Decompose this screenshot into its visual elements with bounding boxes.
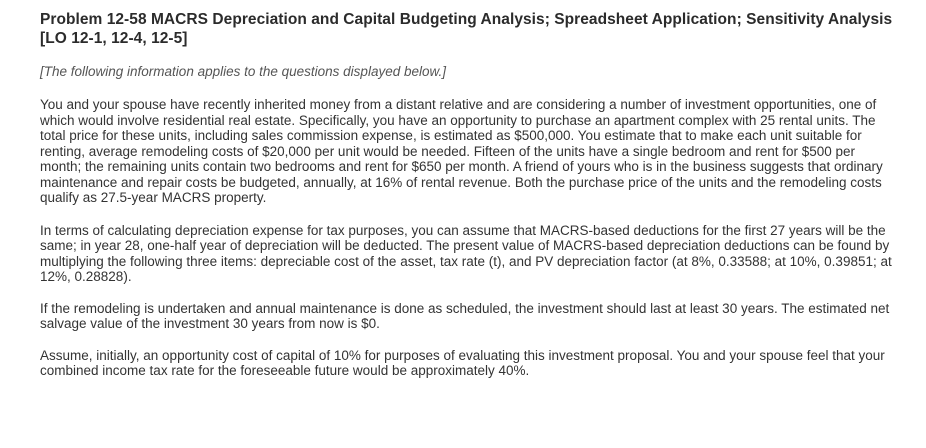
applies-note: [The following information applies to th… [40,64,446,79]
paragraph-cost-of-capital: Assume, initially, an opportunity cost o… [40,347,885,379]
problem-content: Problem 12-58 MACRS Depreciation and Cap… [40,11,893,379]
problem-title: Problem 12-58 MACRS Depreciation and Cap… [40,11,893,47]
paragraph-investment-opportunity: You and your spouse have recently inheri… [40,97,883,205]
paragraph-investment-life: If the remodeling is undertaken and annu… [40,300,890,332]
paragraph-depreciation: In terms of calculating depreciation exp… [40,222,892,285]
